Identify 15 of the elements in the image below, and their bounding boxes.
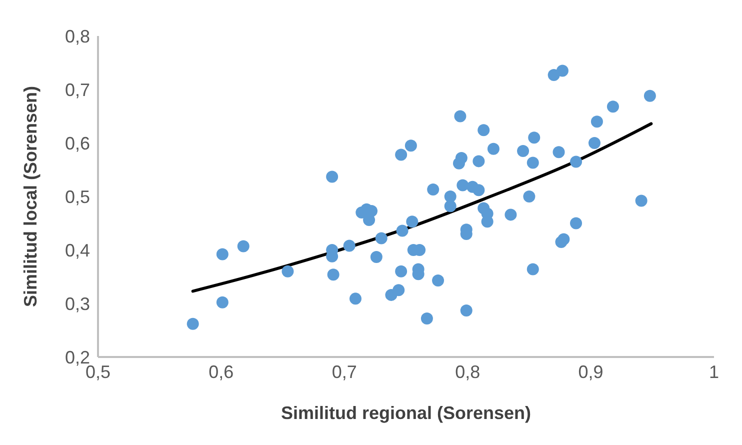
y-tick-label: 0,6 [64, 133, 90, 154]
x-axis-title: Similitud regional (Sorensen) [280, 403, 532, 423]
y-tick-label: 0,8 [64, 26, 90, 46]
y-tick-label: 0,3 [64, 294, 90, 314]
y-tick-label: 0,5 [64, 186, 90, 207]
x-tick-label: 0,7 [332, 362, 357, 382]
y-tick-label: 0,7 [64, 80, 90, 100]
y-axis-title: Similitud local (Sorensen) [20, 86, 40, 308]
x-tick-label: 1 [708, 362, 720, 382]
x-tick-label: 0,9 [578, 362, 604, 382]
y-tick-label: 0,4 [64, 240, 90, 260]
x-tick-label: 0,6 [208, 362, 234, 382]
x-tick-label: 0,5 [85, 362, 111, 382]
x-tick-label: 0,8 [455, 362, 480, 382]
line-series [191, 122, 653, 293]
